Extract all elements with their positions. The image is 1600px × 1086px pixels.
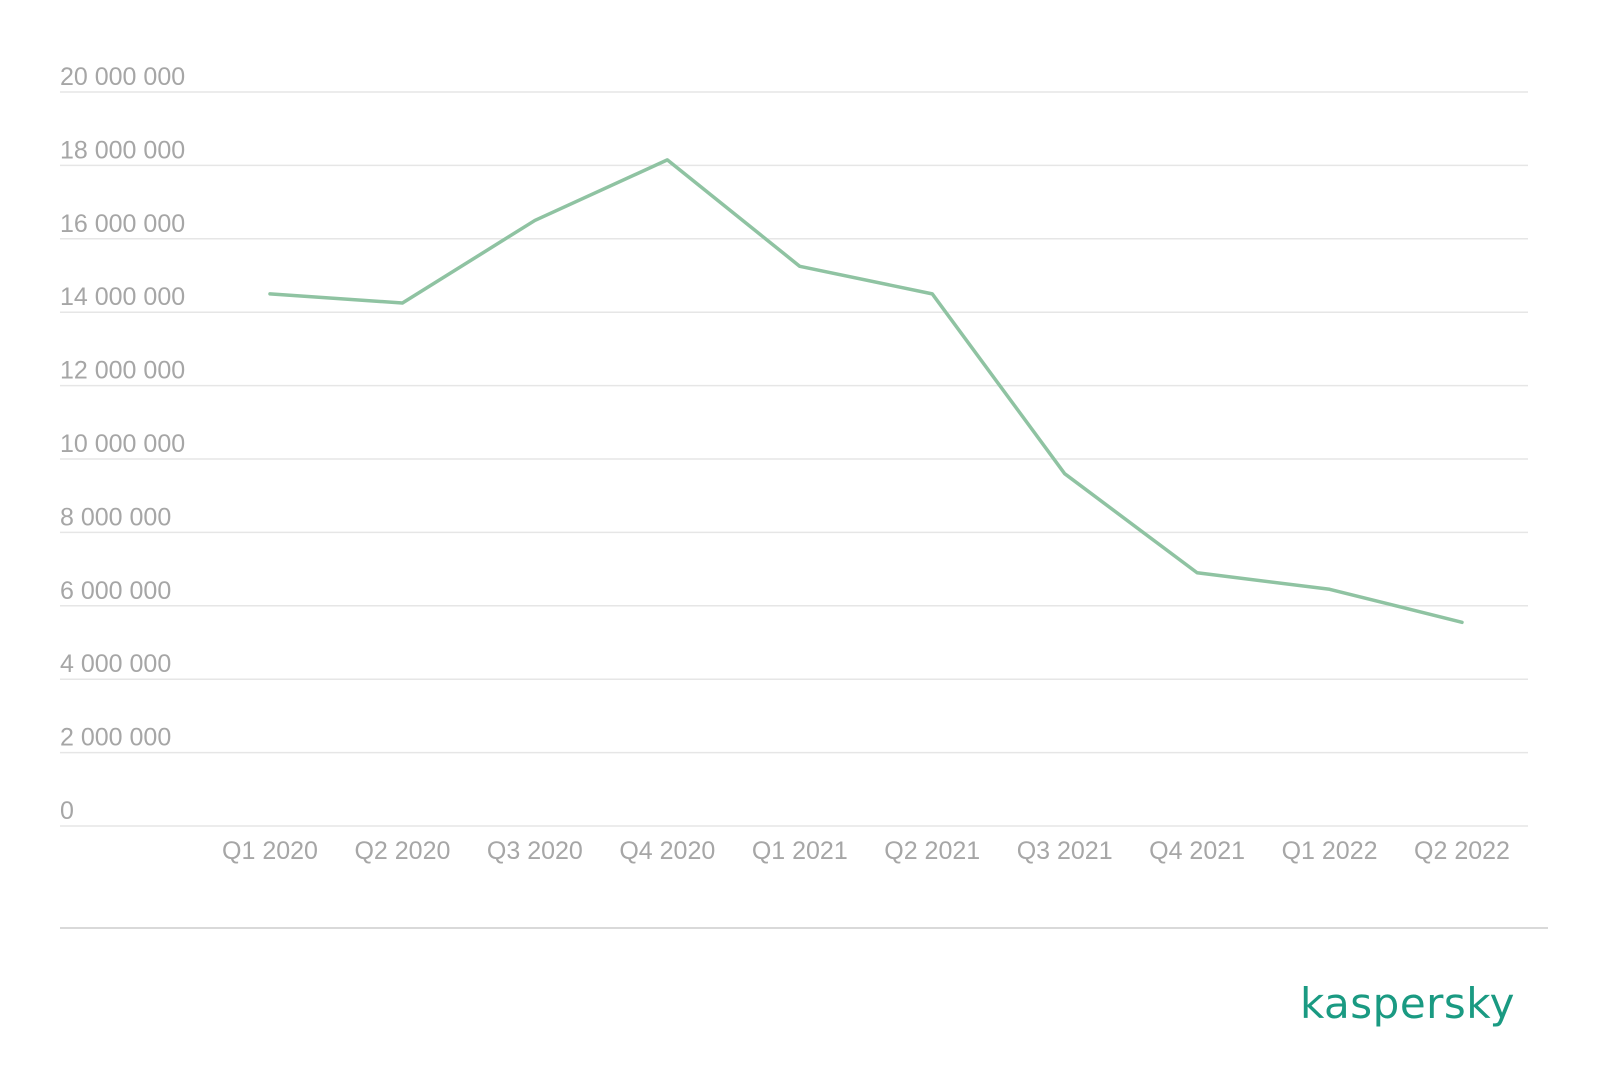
y-tick-label: 20 000 000 [60, 63, 185, 91]
y-tick-label: 8 000 000 [60, 503, 171, 531]
series-layer [268, 158, 1464, 625]
x-tick-label: Q1 2020 [222, 837, 318, 865]
y-tick-label: 12 000 000 [60, 357, 185, 385]
y-tick-label: 10 000 000 [60, 430, 185, 458]
x-tick-label: Q2 2020 [354, 837, 450, 865]
y-tick-label: 0 [60, 797, 74, 825]
x-tick-label: Q4 2020 [619, 837, 715, 865]
y-tick-label: 18 000 000 [60, 136, 185, 164]
y-tick-label: 6 000 000 [60, 577, 171, 605]
y-tick-label: 16 000 000 [60, 210, 185, 238]
x-tick-label: Q1 2022 [1282, 837, 1378, 865]
x-tick-label: Q2 2022 [1414, 837, 1510, 865]
y-tick-label: 2 000 000 [60, 724, 171, 752]
series-line [268, 158, 1464, 625]
x-tick-label: Q4 2021 [1149, 837, 1245, 865]
x-tick-label: Q1 2021 [752, 837, 848, 865]
kaspersky-logo: kaspersky [1300, 979, 1515, 1028]
x-tick-label: Q3 2020 [487, 837, 583, 865]
y-tick-label: 4 000 000 [60, 650, 171, 678]
x-axis-tick-labels: Q1 2020 Q2 2020 Q3 2020 Q4 2020 Q1 2021 Q2 20… [222, 837, 1510, 865]
x-tick-label: Q3 2021 [1017, 837, 1113, 865]
y-axis-tick-labels: 0 2 000 000 4 000 000 6 000 000 8 000 000 10 … [60, 63, 185, 825]
gridlines [60, 91, 1528, 827]
x-tick-label: Q2 2021 [884, 837, 980, 865]
y-tick-label: 14 000 000 [60, 283, 185, 311]
